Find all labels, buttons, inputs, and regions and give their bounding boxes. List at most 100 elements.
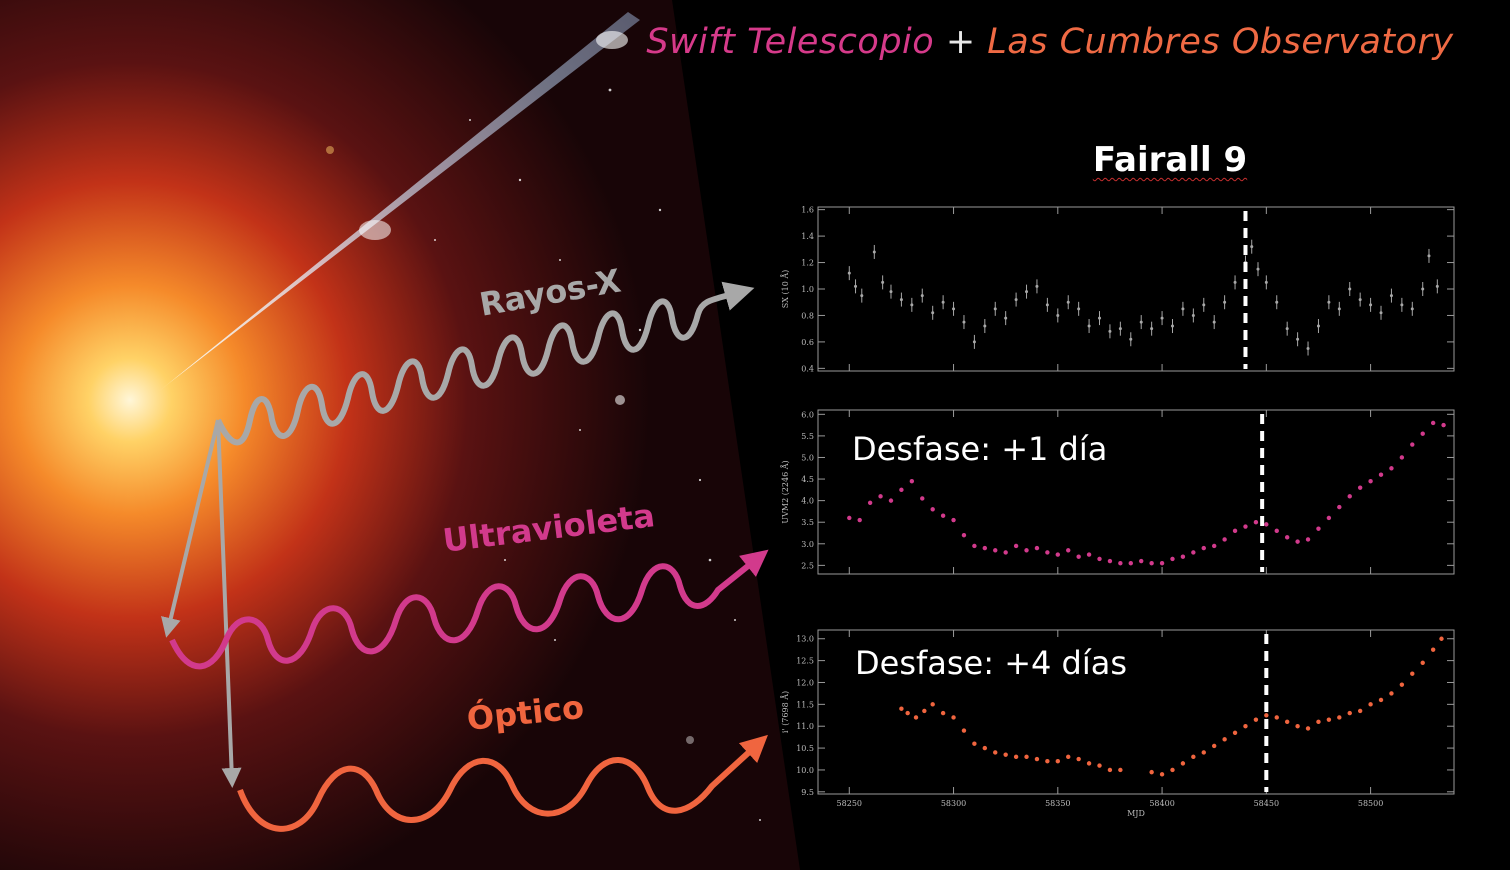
xray-wave [215,281,755,446]
data-point [920,294,924,298]
data-point [951,715,956,720]
data-point [1326,717,1332,722]
galaxy-illustration [0,0,800,870]
title-plus: + [945,22,976,62]
data-point [931,311,935,315]
data-point [847,515,852,521]
data-point [1045,303,1049,307]
data-point [1305,537,1311,542]
x-axis-label: MJD [1127,809,1145,818]
y-tick-label: 1.4 [801,232,814,241]
data-point [1368,702,1373,707]
data-point [1305,726,1311,731]
title-swift: Swift Telescopio [646,22,935,62]
data-point [1420,660,1425,665]
jet-knot [359,220,391,240]
data-point [1264,713,1269,718]
data-point [1316,526,1321,531]
data-point [905,710,910,716]
data-point [1274,528,1279,534]
data-point [1086,552,1092,557]
y-axis-label: SX (10 Å) [781,270,790,308]
data-point [881,280,885,284]
data-point [1149,561,1154,566]
y-tick-label: 5.5 [801,432,814,441]
y-axis-label: i' (7698 Å) [781,691,790,733]
data-point [872,250,876,254]
data-point [1181,307,1185,311]
optical-lightcurve-panel: 9.5 10.0 10.5 11.0 11.5 12.0 12.5 13.0 58250 5830… [781,629,1455,818]
star-field [326,88,761,821]
data-point [941,300,945,304]
uv-lag-label: Desfase: +1 día [852,430,1108,468]
data-point [983,324,987,328]
data-point [1170,767,1175,773]
data-point [1441,422,1446,428]
data-point [1076,756,1081,762]
y-tick-label: 1.2 [801,259,814,268]
y-tick-label: 0.6 [801,338,814,347]
data-point [1003,752,1008,757]
x-tick-label: 58300 [941,799,966,808]
x-tick-label: 58400 [1149,799,1174,808]
y-tick-label: 2.5 [801,561,814,570]
data-point [1399,455,1405,460]
data-point [1316,324,1320,328]
data-point [1170,324,1174,328]
data-point [1160,316,1164,320]
xray-branch-to-optical [216,419,242,788]
xray-branch-to-uv [161,419,220,638]
data-point [1410,307,1414,311]
data-point [993,307,997,311]
data-point [1295,724,1300,729]
data-point [1253,520,1259,525]
uv-wave [169,549,769,670]
data-point [940,513,946,518]
data-point [878,494,883,499]
data-point [972,741,977,746]
data-point [1389,466,1394,471]
data-point [1430,647,1436,652]
data-point [1222,537,1227,542]
data-point [1150,327,1154,331]
data-point [1077,307,1081,311]
data-point [1024,548,1029,553]
y-tick-label: 3.0 [801,540,814,549]
object-name: Fairall 9 [1092,140,1248,180]
optical-lag-label: Desfase: +4 días [855,644,1128,682]
data-point [1420,431,1425,436]
data-point [1149,769,1154,775]
data-point [860,294,864,298]
data-point [1379,311,1383,315]
data-point [1378,472,1384,477]
data-point [993,750,998,755]
relativistic-jet [158,12,640,392]
x-tick-label: 58450 [1254,799,1279,808]
data-point [1107,558,1113,564]
data-point [1045,550,1050,555]
y-tick-label: 10.5 [796,744,814,753]
data-point [910,303,914,307]
x-tick-label: 58350 [1045,799,1070,808]
data-point [1378,697,1384,703]
data-point [1400,303,1404,307]
y-tick-label: 3.5 [801,518,814,527]
data-point [1034,545,1040,551]
y-tick-label: 10.0 [796,766,814,775]
data-point [1295,539,1300,544]
data-point [1066,754,1071,760]
plot-frame [817,629,1455,795]
data-point [1430,420,1436,426]
data-point [1014,298,1018,302]
y-tick-label: 9.5 [801,788,814,797]
data-point [952,307,956,311]
data-point [1098,316,1102,320]
data-point [1274,715,1279,720]
data-point [913,715,919,720]
data-point [889,290,893,294]
x-tick-label: 58500 [1358,799,1383,808]
data-point [1233,280,1237,284]
data-point [1076,554,1081,559]
data-point [888,498,894,503]
